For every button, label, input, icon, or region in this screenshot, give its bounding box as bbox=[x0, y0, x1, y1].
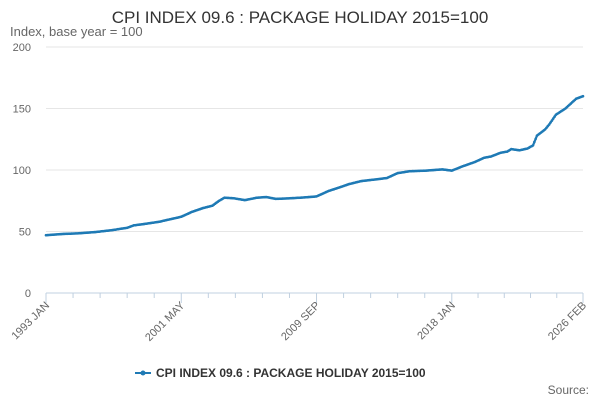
grid-lines bbox=[46, 46, 583, 232]
y-axis-ticks: 0 50 100 150 200 bbox=[13, 42, 31, 300]
data-point bbox=[550, 119, 554, 122]
y-tick-label: 50 bbox=[19, 227, 31, 239]
data-point bbox=[531, 144, 535, 147]
x-tick-label: 2026 FEB bbox=[546, 300, 589, 343]
chart-subtitle: Index, base year = 100 bbox=[10, 24, 143, 39]
y-tick-label: 0 bbox=[25, 288, 31, 300]
data-point bbox=[553, 115, 556, 118]
series-line bbox=[44, 95, 585, 237]
y-tick-label: 150 bbox=[13, 104, 31, 116]
x-tick-label: 2001 MAY bbox=[143, 299, 188, 344]
chart-title: CPI INDEX 09.6 : PACKAGE HOLIDAY 2015=10… bbox=[112, 8, 489, 27]
data-point bbox=[534, 137, 537, 141]
x-axis: 1993 JAN 2001 MAY 2009 SEP 2018 JAN 2026 FEB bbox=[9, 292, 589, 344]
source-label: Source: bbox=[548, 383, 589, 397]
legend[interactable]: CPI INDEX 09.6 : PACKAGE HOLIDAY 2015=10… bbox=[135, 366, 426, 380]
data-point bbox=[549, 121, 552, 124]
x-tick-label: 2009 SEP bbox=[279, 300, 323, 344]
legend-point-marker bbox=[140, 370, 146, 376]
data-point bbox=[533, 140, 536, 144]
plot-area bbox=[44, 94, 585, 237]
y-tick-label: 200 bbox=[13, 42, 31, 54]
data-point bbox=[551, 117, 555, 120]
series-markers bbox=[44, 94, 585, 237]
x-tick-label: 2018 JAN bbox=[415, 300, 458, 343]
legend-series-label: CPI INDEX 09.6 : PACKAGE HOLIDAY 2015=10… bbox=[156, 366, 426, 380]
y-tick-label: 100 bbox=[13, 165, 31, 177]
data-point bbox=[581, 94, 585, 98]
data-point bbox=[547, 123, 551, 126]
x-tick-label: 1993 JAN bbox=[9, 300, 52, 343]
